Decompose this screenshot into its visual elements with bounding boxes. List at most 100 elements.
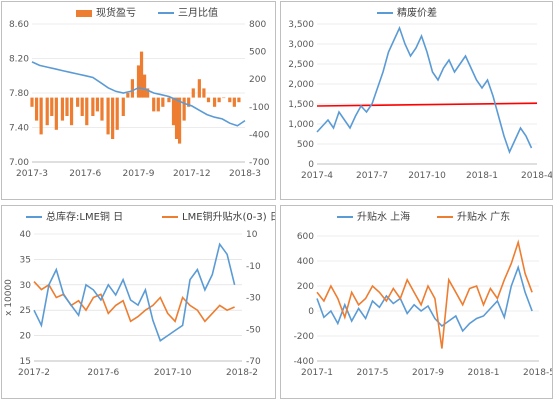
- x-tick-label: 2018-5: [523, 368, 552, 378]
- x-tick-label: 2018-3: [229, 169, 261, 179]
- bar: [146, 88, 150, 98]
- x-tick-label: 2017-10: [408, 171, 446, 181]
- y-left-tick-label: 15: [20, 357, 31, 367]
- chart-panel-lme-inventory-premium: 15 20 25 30 35 40 -70 -50 -30 -10 10 x 10000 2017-2 2…: [1, 205, 280, 399]
- y-right-tick-label: 200: [249, 75, 266, 85]
- y-tick-label: 3,500: [288, 20, 314, 30]
- bar: [206, 97, 211, 103]
- bar: [171, 97, 176, 126]
- y-right-tick-label: -70: [246, 357, 261, 367]
- bar: [202, 88, 206, 98]
- y-tick-label: -200: [294, 332, 315, 342]
- bar: [76, 97, 80, 107]
- series-line: [31, 61, 246, 127]
- y-axis-label: x 10000: [4, 279, 14, 316]
- x-tick-label: 2017-6: [87, 368, 119, 378]
- bar: [130, 79, 135, 98]
- y-right-tick-label: -50: [246, 325, 261, 335]
- bar: [100, 97, 104, 121]
- legend-label: 精废价差: [397, 6, 437, 19]
- y-tick-label: 500: [297, 140, 314, 150]
- x-tick-label: 2017-6: [69, 169, 101, 179]
- series-line: [33, 242, 236, 342]
- chart-panel-premium-shanghai-guangdong: -400 -200 0 200 400 600 2017-1 2017-5 2017-9 2018…: [280, 205, 554, 399]
- bar: [191, 88, 195, 98]
- legend-label: 三月比值: [178, 6, 218, 19]
- bar: [187, 97, 191, 107]
- chart-panel-spot-premium: 7.00 7.40 7.80 8.20 8.60 -700 -400 -100 200 500 80…: [1, 1, 276, 200]
- x-tick-label: 2017-12: [173, 169, 211, 179]
- bar: [228, 97, 232, 103]
- x-tick-label: 2017-7: [356, 171, 388, 181]
- bar: [139, 51, 144, 98]
- bar: [54, 97, 58, 130]
- bar: [142, 74, 147, 98]
- chart-lme-inventory-premium: 15 20 25 30 35 40 -70 -50 -30 -10 10 x 10000 2017-2 2…: [4, 210, 280, 378]
- x-tick-label: 2017-4: [301, 171, 333, 181]
- bar: [197, 79, 201, 98]
- bar: [115, 97, 119, 130]
- y-right-tick-label: -700: [249, 158, 270, 168]
- bar: [69, 97, 74, 126]
- series-line: [316, 25, 533, 155]
- x-tick-label: 2018-1: [468, 368, 500, 378]
- x-tick-label: 2017-3: [16, 169, 48, 179]
- bar: [85, 97, 89, 126]
- reference-line: [316, 102, 538, 107]
- bar: [177, 97, 182, 144]
- y-left-tick-label: 35: [20, 255, 31, 265]
- x-tick-label: 2018-2: [226, 368, 258, 378]
- bar: [174, 97, 179, 139]
- bar: [91, 97, 95, 116]
- bar: [161, 97, 165, 107]
- legend-label: 总库存:LME铜 日: [46, 210, 123, 223]
- y-tick-label: 2,500: [288, 60, 314, 70]
- bar: [65, 97, 69, 116]
- y-left-tick-label: 7.00: [9, 158, 29, 168]
- chart-premium-shanghai-guangdong: -400 -200 0 200 400 600 2017-1 2017-5 2017-9 2018…: [294, 210, 554, 378]
- y-left-tick-label: 25: [20, 306, 31, 316]
- bar: [45, 97, 49, 126]
- y-right-tick-label: 800: [249, 20, 266, 30]
- y-tick-label: 0: [308, 160, 314, 170]
- bar: [50, 97, 54, 116]
- x-tick-label: 2017-9: [123, 169, 155, 179]
- legend-label: 升贴水 广东: [457, 210, 510, 223]
- chart-refined-scrap-spread: 0 500 1,000 1,500 2,000 2,500 3,000 3,500 2017-4…: [288, 6, 553, 181]
- y-tick-label: 1,500: [288, 100, 314, 110]
- legend-label: LME铜升贴水(0-3) 日: [182, 210, 275, 223]
- bar: [232, 97, 236, 107]
- y-tick-label: 400: [297, 257, 314, 267]
- bar: [217, 97, 221, 103]
- y-left-tick-label: 8.60: [9, 20, 29, 30]
- chart-panel-refined-scrap-spread: 0 500 1,000 1,500 2,000 2,500 3,000 3,500 2017-4…: [280, 1, 553, 200]
- y-right-tick-label: -10: [246, 262, 261, 272]
- x-tick-label: 2017-10: [154, 368, 192, 378]
- bar: [212, 97, 217, 107]
- y-left-tick-label: 7.80: [9, 89, 29, 99]
- y-tick-label: 200: [297, 282, 314, 292]
- y-tick-label: 1,000: [288, 120, 314, 130]
- bar: [34, 97, 39, 121]
- y-left-tick-label: 7.40: [9, 124, 29, 134]
- x-tick-label: 2018-4: [521, 171, 552, 181]
- bar: [167, 97, 171, 103]
- x-tick-label: 2017-9: [412, 368, 444, 378]
- bar: [106, 97, 110, 135]
- y-right-tick-label: -100: [249, 103, 270, 113]
- y-right-tick-label: 500: [249, 48, 266, 58]
- bar: [136, 65, 141, 98]
- y-tick-label: 600: [297, 232, 314, 242]
- y-right-tick-label: -30: [246, 294, 261, 304]
- bar: [60, 97, 65, 121]
- y-right-tick-label: 10: [246, 230, 258, 240]
- bar: [156, 97, 160, 112]
- bar: [126, 93, 130, 98]
- y-tick-label: 0: [308, 307, 314, 317]
- legend-label: 升贴水 上海: [357, 210, 410, 223]
- legend-label: 现货盈亏: [96, 6, 136, 19]
- series-line: [316, 264, 533, 333]
- bar: [121, 97, 125, 116]
- y-left-tick-label: 40: [20, 230, 32, 240]
- bar: [39, 97, 43, 135]
